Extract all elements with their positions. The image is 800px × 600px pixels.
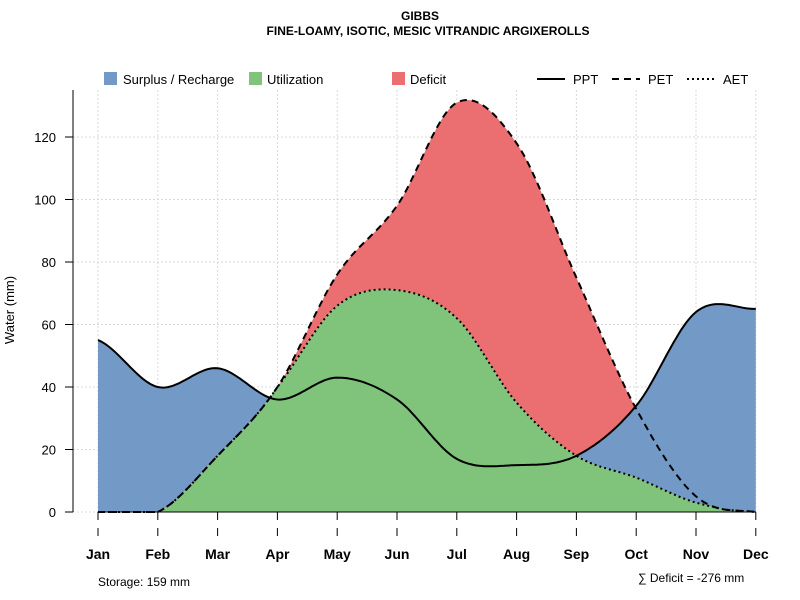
- x-tick-label: Jan: [86, 546, 110, 562]
- x-tick-label: May: [324, 546, 351, 562]
- chart-subtitle: FINE-LOAMY, ISOTIC, MESIC VITRANDIC ARGI…: [267, 24, 590, 38]
- legend-label-ppt: PPT: [573, 72, 598, 87]
- y-tick-label: 20: [42, 443, 56, 458]
- x-axis-ticks: Jan Feb Mar Apr May Jun Jul Aug Sep Oct Nov Dec: [86, 512, 769, 562]
- axes: [72, 90, 756, 513]
- x-tick-label: Nov: [683, 546, 710, 562]
- legend-swatch-surplus: [104, 72, 117, 85]
- line-ppt: [97, 303, 756, 468]
- legend-label-pet: PET: [648, 72, 673, 87]
- y-tick-label: 80: [42, 255, 56, 270]
- x-tick-label: Jul: [447, 546, 467, 562]
- legend-label-aet: AET: [723, 72, 748, 87]
- area-surplus-recharge: [98, 289, 756, 512]
- legend: Surplus / Recharge Utilization Deficit P…: [104, 72, 748, 87]
- y-axis-ticks: 0 20 40 60 80 100 120: [34, 130, 73, 520]
- x-tick-label: Aug: [503, 546, 530, 562]
- series-lines: [97, 98, 756, 513]
- area-deficit: [98, 100, 756, 512]
- legend-swatch-utilization: [249, 72, 262, 85]
- legend-label-surplus: Surplus / Recharge: [123, 72, 234, 87]
- area-fills: [98, 100, 756, 512]
- deficit-annotation: ∑ Deficit = -276 mm: [638, 571, 744, 585]
- line-pet: [98, 98, 756, 513]
- x-tick-label: Jun: [385, 546, 410, 562]
- y-axis-title: Water (mm): [2, 276, 17, 344]
- storage-annotation: Storage: 159 mm: [98, 575, 190, 589]
- x-tick-label: Mar: [205, 546, 230, 562]
- legend-swatch-deficit: [392, 72, 405, 85]
- y-tick-label: 40: [42, 380, 56, 395]
- x-tick-label: Dec: [743, 546, 769, 562]
- chart-title: GIBBS: [401, 9, 439, 23]
- x-tick-label: Oct: [625, 546, 649, 562]
- y-tick-label: 120: [34, 130, 56, 145]
- y-tick-label: 100: [34, 193, 56, 208]
- y-tick-label: 0: [49, 505, 56, 520]
- area-utilization: [98, 289, 756, 512]
- x-tick-label: Feb: [145, 546, 170, 562]
- x-tick-label: Apr: [265, 546, 290, 562]
- y-tick-label: 60: [42, 318, 56, 333]
- x-tick-label: Sep: [564, 546, 590, 562]
- legend-label-deficit: Deficit: [410, 72, 447, 87]
- legend-label-utilization: Utilization: [267, 72, 323, 87]
